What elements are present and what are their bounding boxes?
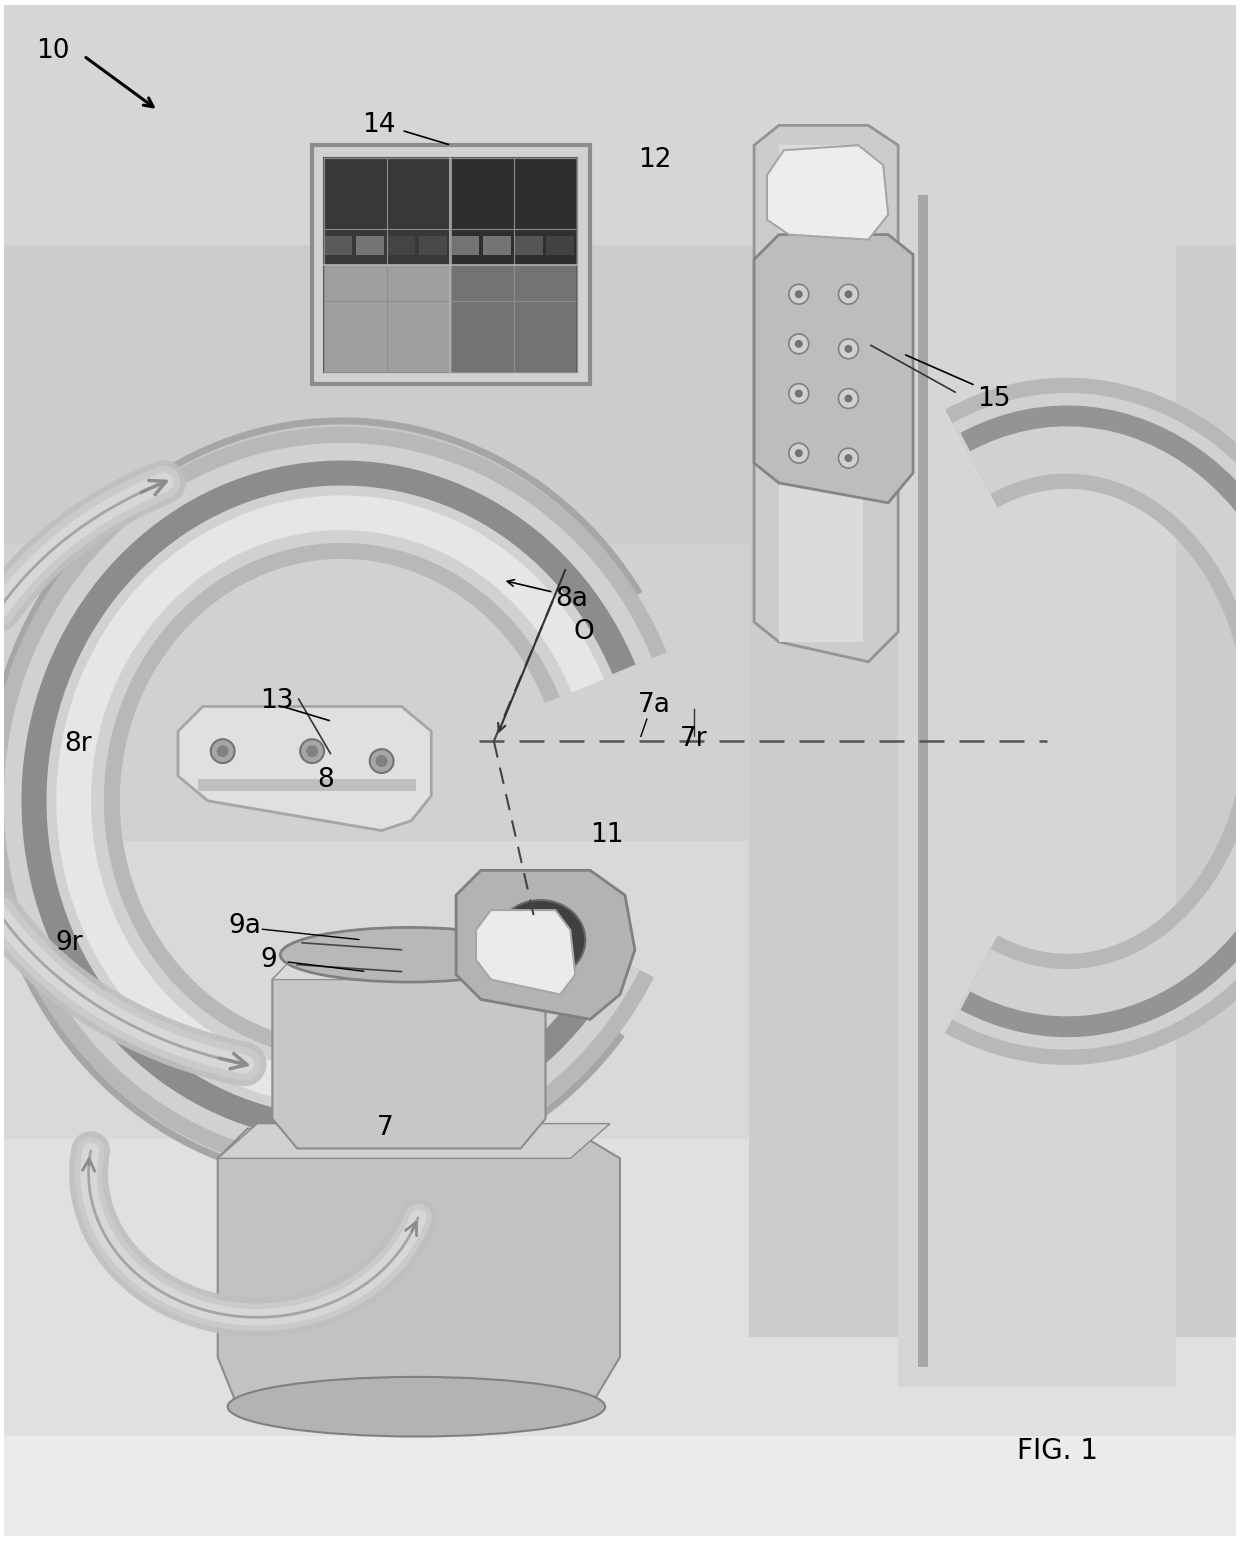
Text: 12: 12 bbox=[637, 146, 671, 173]
Circle shape bbox=[838, 448, 858, 468]
Circle shape bbox=[795, 341, 802, 348]
Circle shape bbox=[838, 388, 858, 408]
Bar bbox=[4, 245, 1236, 542]
Bar bbox=[451, 236, 479, 256]
Bar bbox=[749, 245, 1236, 1338]
Bar bbox=[547, 236, 574, 256]
Circle shape bbox=[211, 740, 234, 763]
Text: 8: 8 bbox=[317, 767, 334, 794]
Circle shape bbox=[795, 448, 802, 458]
Bar bbox=[198, 778, 417, 791]
Polygon shape bbox=[754, 234, 913, 502]
Bar bbox=[4, 840, 1236, 1139]
Bar bbox=[419, 236, 448, 256]
Text: 14: 14 bbox=[362, 112, 396, 139]
Text: 9r: 9r bbox=[56, 929, 83, 955]
Polygon shape bbox=[273, 949, 548, 980]
Bar bbox=[324, 159, 450, 265]
Bar bbox=[918, 194, 928, 1367]
Bar bbox=[4, 5, 1236, 245]
Polygon shape bbox=[768, 145, 888, 239]
Circle shape bbox=[844, 455, 852, 462]
Circle shape bbox=[844, 345, 852, 353]
Bar bbox=[450, 265, 577, 371]
Bar bbox=[898, 194, 1177, 1387]
Ellipse shape bbox=[508, 912, 573, 968]
Bar bbox=[450, 159, 577, 265]
Text: 7r: 7r bbox=[680, 726, 707, 752]
Polygon shape bbox=[273, 955, 546, 1148]
Text: 9a: 9a bbox=[228, 912, 262, 938]
Circle shape bbox=[844, 394, 852, 402]
Text: 8r: 8r bbox=[63, 730, 92, 757]
Bar bbox=[482, 236, 511, 256]
Circle shape bbox=[795, 390, 802, 398]
Circle shape bbox=[838, 284, 858, 304]
Bar bbox=[356, 236, 383, 256]
Polygon shape bbox=[754, 125, 898, 661]
Circle shape bbox=[838, 339, 858, 359]
Bar bbox=[4, 542, 1236, 840]
Bar bbox=[312, 145, 590, 384]
Circle shape bbox=[789, 384, 808, 404]
Polygon shape bbox=[218, 1128, 620, 1407]
Circle shape bbox=[789, 284, 808, 304]
Circle shape bbox=[370, 749, 393, 774]
Ellipse shape bbox=[496, 900, 585, 980]
Circle shape bbox=[789, 334, 808, 354]
Text: 11: 11 bbox=[590, 821, 624, 848]
Bar bbox=[515, 236, 543, 256]
Text: FIG. 1: FIG. 1 bbox=[1017, 1438, 1099, 1465]
Text: 7: 7 bbox=[377, 1114, 393, 1140]
Ellipse shape bbox=[228, 1378, 605, 1436]
Text: 13: 13 bbox=[260, 689, 294, 715]
Text: 7a: 7a bbox=[637, 692, 671, 718]
Circle shape bbox=[217, 746, 228, 757]
Text: 8a: 8a bbox=[556, 586, 588, 612]
Text: 9: 9 bbox=[260, 946, 278, 972]
Ellipse shape bbox=[280, 928, 538, 982]
Circle shape bbox=[795, 290, 802, 299]
Text: 15: 15 bbox=[977, 385, 1011, 411]
Polygon shape bbox=[456, 871, 635, 1019]
Circle shape bbox=[306, 746, 317, 757]
Bar bbox=[324, 159, 578, 371]
Bar bbox=[779, 145, 863, 643]
Polygon shape bbox=[476, 911, 575, 994]
Bar bbox=[324, 236, 352, 256]
Circle shape bbox=[789, 444, 808, 464]
Circle shape bbox=[844, 290, 852, 299]
Polygon shape bbox=[218, 1123, 610, 1159]
Polygon shape bbox=[179, 706, 432, 831]
Bar bbox=[4, 1139, 1236, 1436]
Bar bbox=[388, 236, 415, 256]
Bar bbox=[324, 265, 450, 371]
Circle shape bbox=[376, 755, 388, 767]
Text: 10: 10 bbox=[36, 39, 69, 63]
Text: O: O bbox=[573, 619, 594, 646]
Circle shape bbox=[300, 740, 324, 763]
